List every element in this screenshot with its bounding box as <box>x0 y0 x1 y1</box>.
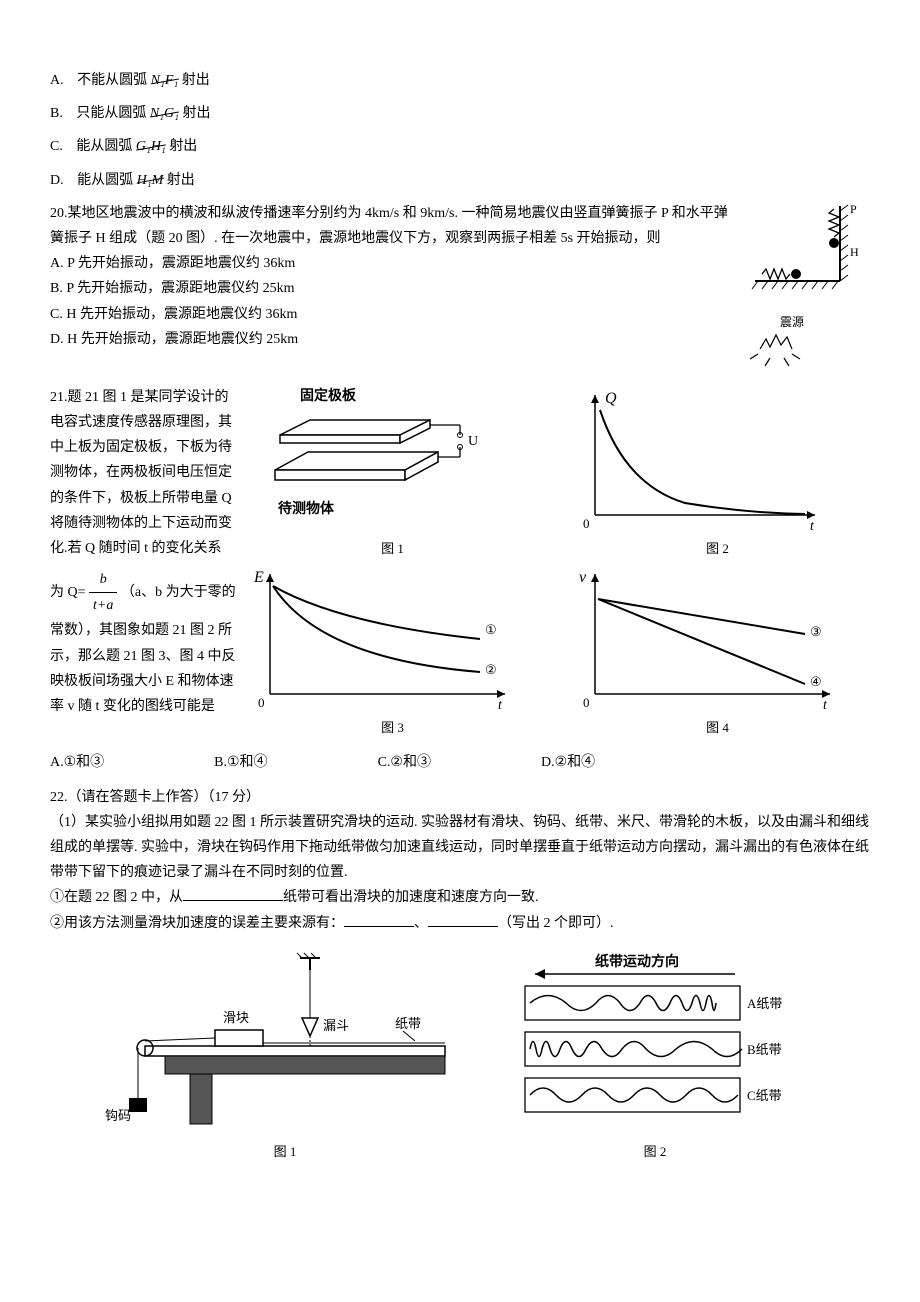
prev-option-b: B. 只能从圆弧 N₁G₁ 射出 <box>50 101 870 126</box>
fig4-c4: ④ <box>810 674 822 689</box>
fig4-c3: ③ <box>810 624 822 639</box>
fig4-o: 0 <box>583 695 590 710</box>
q22-p2: ①在题 22 图 2 中，从 纸带可看出滑块的加速度和速度方向一致. <box>50 885 870 910</box>
fig3-cap: 图 3 <box>240 716 545 739</box>
slider-label: 滑块 <box>223 1010 249 1025</box>
q22-p2b: 纸带可看出滑块的加速度和速度方向一致. <box>283 890 539 905</box>
opt-text: 只能从圆弧 <box>76 106 146 121</box>
fig4-cap: 图 4 <box>565 716 870 739</box>
q21: 21.题 21 图 1 是某同学设计的电容式速度传感器原理图，其中上板为固定极板… <box>50 385 870 740</box>
weight-label: 钩码 <box>105 1108 131 1123</box>
fig2-cap: 图 2 <box>565 537 870 560</box>
fig3-c1: ① <box>485 622 497 637</box>
fig3-x: t <box>498 698 503 713</box>
funnel-label: 漏斗 <box>323 1018 349 1033</box>
q21-fig3: E t 0 ① ② 图 3 <box>240 564 545 739</box>
q21-stem1: 21.题 21 图 1 是某同学设计的电容式速度传感器原理图，其中上板为固定极板… <box>50 390 232 556</box>
opt-letter: A. <box>50 73 64 88</box>
q22-p3b: 、 <box>414 916 428 931</box>
fig3-c2: ② <box>485 662 497 677</box>
q22-p3c: （写出 2 个即可）. <box>498 916 614 931</box>
blank-3[interactable] <box>428 926 498 927</box>
q20-opt-b: B. P 先开始振动，震源距地震仪约 25km <box>50 276 732 301</box>
opt-suffix: 射出 <box>183 106 211 121</box>
q20-source-icon: 震源 <box>740 314 820 369</box>
fig2-x: t <box>810 519 815 534</box>
fig4-x: t <box>823 698 828 713</box>
q21-fig2: Q t 0 图 2 <box>565 385 870 560</box>
q20: 20.某地区地震波中的横波和纵波传播速率分别约为 4km/s 和 9km/s. … <box>50 201 870 369</box>
label-h: H <box>850 245 859 259</box>
arc-label: H₁M <box>137 173 164 188</box>
q21-opt-a: A.①和③ <box>50 750 104 775</box>
fig4-y: v <box>579 569 587 586</box>
q20-opt-a: A. P 先开始振动，震源距地震仪约 36km <box>50 251 732 276</box>
q21-fig4: v t 0 ③ ④ 图 4 <box>565 564 870 739</box>
arc-label: G₁H₁ <box>136 139 166 154</box>
dir-label: 纸带运动方向 <box>595 953 679 970</box>
arc-label: N₁G₁ <box>150 106 179 121</box>
q21-fig1: 固定极板 <box>240 385 545 560</box>
frac-num: b <box>89 567 117 593</box>
fig3-o: 0 <box>258 695 265 710</box>
q21-stem2b: （a、b 为大于零的常数），其图象如题 21 图 2 所示，那么题 21 图 3… <box>50 585 236 714</box>
opt-suffix: 射出 <box>182 73 210 88</box>
source-label: 震源 <box>780 315 804 329</box>
tape-a: A纸带 <box>747 996 782 1011</box>
q21-options: A.①和③ B.①和④ C.②和③ D.②和④ <box>50 750 870 775</box>
q20-stem: 20.某地区地震波中的横波和纵波传播速率分别约为 4km/s 和 9km/s. … <box>50 201 732 251</box>
fig2-o: 0 <box>583 516 590 531</box>
fig3-y: E <box>253 569 264 586</box>
opt-text: 能从圆弧 <box>77 173 133 188</box>
q22-p3a: ②用该方法测量滑块加速度的误差主要来源有： <box>50 916 344 931</box>
q22: 22.（请在答题卡上作答）（17 分） （1）某实验小组拟用如题 22 图 1 … <box>50 785 870 1164</box>
label-p: P <box>850 202 857 216</box>
fig1-u: U <box>468 434 478 449</box>
tape-label: 纸带 <box>395 1016 421 1031</box>
opt-letter: D. <box>50 173 64 188</box>
frac-den: t+a <box>89 593 117 618</box>
q20-opt-d: D. H 先开始振动，震源距地震仪约 25km <box>50 327 732 352</box>
q20-opt-c: C. H 先开始振动，震源距地震仪约 36km <box>50 302 732 327</box>
arc-label: N₁F₁ <box>151 73 179 88</box>
tape-b: B纸带 <box>747 1042 782 1057</box>
prev-option-d: D. 能从圆弧 H₁M 射出 <box>50 168 870 193</box>
opt-text: 能从圆弧 <box>76 139 132 154</box>
q22-fig1: 漏斗 纸带 滑块 钩码 <box>105 948 465 1163</box>
q22-p3: ②用该方法测量滑块加速度的误差主要来源有： 、 （写出 2 个即可）. <box>50 911 870 936</box>
q20-seismometer-icon: P H <box>740 201 860 296</box>
q22-head: 22.（请在答题卡上作答）（17 分） <box>50 785 870 810</box>
tape-c: C纸带 <box>747 1088 782 1103</box>
fraction: b t+a <box>89 567 117 618</box>
opt-suffix: 射出 <box>167 173 195 188</box>
fig1-toplabel: 固定极板 <box>300 387 357 404</box>
fig1-cap: 图 1 <box>240 537 545 560</box>
opt-letter: C. <box>50 139 63 154</box>
prev-option-c: C. 能从圆弧 G₁H₁ 射出 <box>50 134 870 159</box>
q21-stem2a: 为 Q= <box>50 585 86 600</box>
fig1-bottomlabel: 待测物体 <box>278 500 335 517</box>
prev-option-a: A. 不能从圆弧 N₁F₁ 射出 <box>50 68 870 93</box>
q22-fig1-cap: 图 1 <box>105 1140 465 1163</box>
q21-opt-d: D.②和④ <box>541 750 595 775</box>
opt-suffix: 射出 <box>169 139 197 154</box>
q22-p1: （1）某实验小组拟用如题 22 图 1 所示装置研究滑块的运动. 实验器材有滑块… <box>50 810 870 886</box>
q21-opt-c: C.②和③ <box>378 750 431 775</box>
opt-letter: B. <box>50 106 63 121</box>
q22-fig2: 纸带运动方向 A纸带 B纸带 C纸带 图 2 <box>495 948 815 1163</box>
q21-opt-b: B.①和④ <box>214 750 267 775</box>
opt-text: 不能从圆弧 <box>77 73 147 88</box>
q22-p2a: ①在题 22 图 2 中，从 <box>50 890 183 905</box>
blank-2[interactable] <box>344 926 414 927</box>
blank-1[interactable] <box>183 900 283 901</box>
fig2-y: Q <box>605 390 617 407</box>
q22-fig2-cap: 图 2 <box>495 1140 815 1163</box>
